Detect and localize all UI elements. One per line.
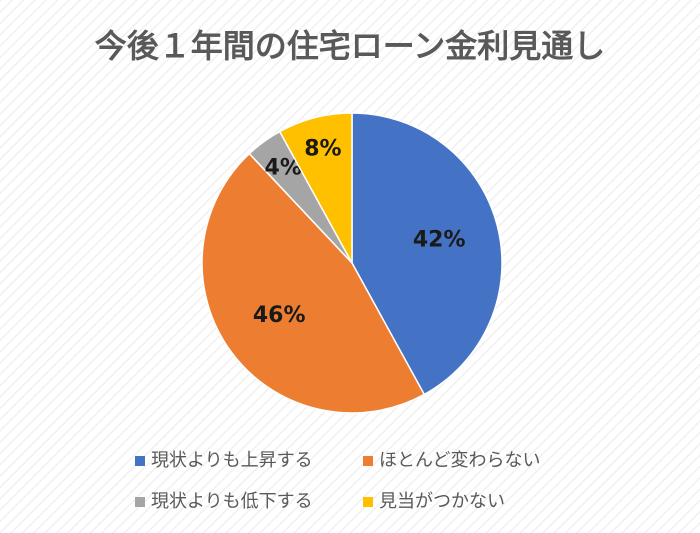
legend-label: 見当がつかない [379, 491, 505, 512]
pie-slice [351, 112, 503, 396]
legend-swatch [135, 497, 145, 507]
data-label: 46% [253, 303, 306, 328]
pie-slice [278, 112, 353, 264]
legend-label: 現状よりも上昇する [151, 450, 313, 471]
data-label: 42% [413, 228, 466, 253]
chart-title: 今後１年間の住宅ローン金利見通し [95, 27, 605, 65]
data-label: 8% [304, 137, 341, 162]
legend-label: ほとんど変わらない [379, 450, 540, 471]
legend-swatch [363, 456, 373, 466]
pie-slice [201, 152, 426, 414]
legend-label: 現状よりも低下する [151, 491, 313, 512]
legend-swatch [135, 456, 145, 466]
legend-swatch [363, 497, 373, 507]
